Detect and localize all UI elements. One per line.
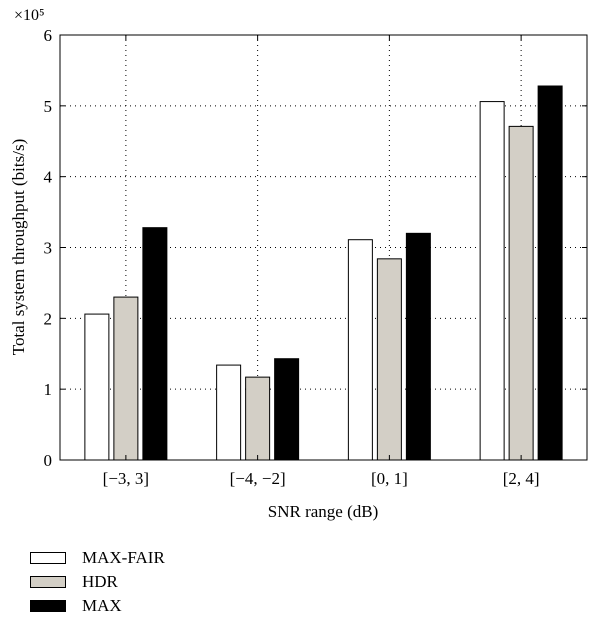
legend-label-max: MAX (82, 596, 122, 615)
y-tick-label: 6 (44, 26, 53, 45)
y-tick-label: 5 (44, 97, 53, 116)
y-tick-label: 3 (44, 239, 53, 258)
bars (84, 85, 563, 461)
axis-ticks (60, 34, 587, 461)
legend-item-max-fair: MAX-FAIR (30, 546, 165, 570)
y-axis-label: Total system throughput (bits/s) (9, 139, 28, 356)
bar-max (274, 358, 300, 461)
bar-hdr (245, 376, 271, 461)
y-tick-label: 4 (44, 168, 53, 187)
bar-max-fair (84, 313, 110, 461)
y-tick-labels: 0 1 2 3 4 5 6 (44, 26, 53, 470)
x-tick-label: [2, 4] (503, 469, 540, 488)
x-tick-labels: [−3, 3] [−4, −2] [0, 1] [2, 4] (103, 469, 540, 488)
y-scale-label: ×10⁵ (14, 7, 45, 24)
bar-max-fair (347, 239, 373, 461)
y-tick-label: 2 (44, 309, 53, 328)
legend-label-max-fair: MAX-FAIR (82, 548, 165, 567)
legend-label-hdr: HDR (82, 572, 118, 591)
bar-max-fair (216, 364, 242, 461)
x-tick-label: [0, 1] (371, 469, 408, 488)
bar-hdr (508, 125, 534, 461)
x-axis-label: SNR range (dB) (268, 502, 378, 521)
bar-max (142, 227, 168, 461)
bar-max (537, 85, 563, 461)
legend-swatch-max (30, 600, 66, 612)
y-tick-label: 0 (44, 451, 53, 470)
grid-lines (60, 35, 587, 460)
legend-item-hdr: HDR (30, 570, 165, 594)
bar-max (405, 232, 431, 461)
x-tick-label: [−3, 3] (103, 469, 149, 488)
bar-hdr (113, 296, 139, 461)
y-tick-label: 1 (44, 380, 53, 399)
legend-item-max: MAX (30, 594, 165, 618)
bar-max-fair (479, 101, 505, 461)
plot-frame (59, 34, 588, 461)
x-tick-label: [−4, −2] (230, 469, 286, 488)
legend-swatch-hdr (30, 576, 66, 588)
legend-swatch-max-fair (30, 552, 66, 564)
bar-hdr (376, 258, 402, 461)
legend: MAX-FAIR HDR MAX (30, 546, 165, 618)
